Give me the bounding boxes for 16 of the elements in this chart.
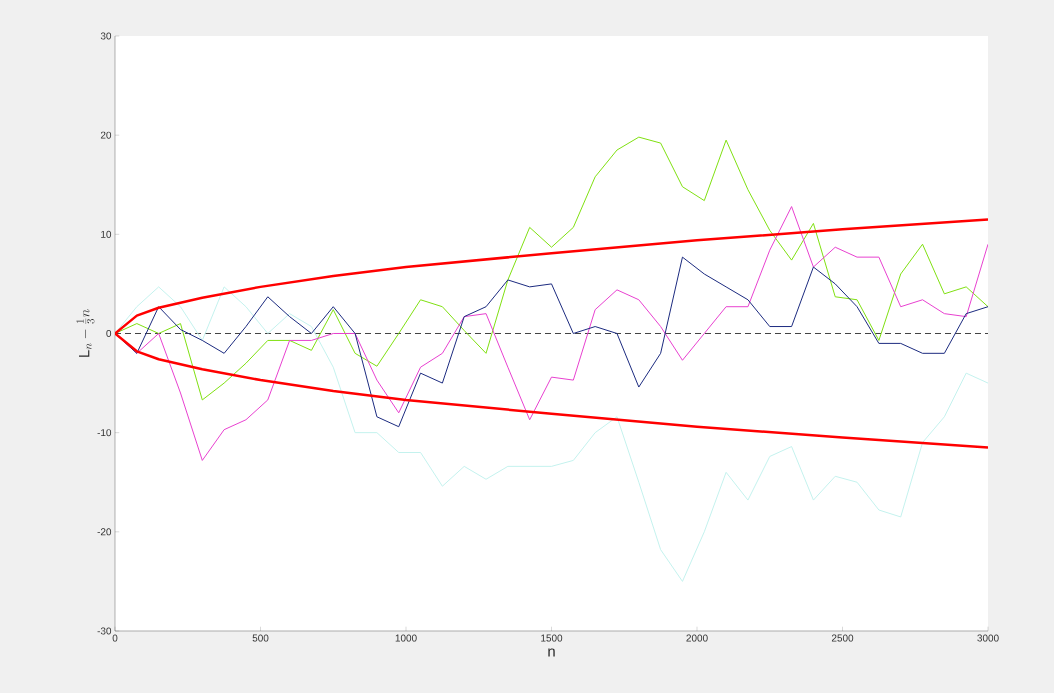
x-tick-label: 1500 bbox=[541, 634, 563, 642]
x-tick-label: 3000 bbox=[977, 634, 999, 642]
y-tick-label: -20 bbox=[97, 528, 112, 536]
x-tick-label: 1000 bbox=[395, 634, 417, 642]
x-tick-label: 2500 bbox=[831, 634, 854, 642]
x-tick-label: 0 bbox=[112, 634, 118, 642]
x-axis-title: n bbox=[548, 648, 555, 657]
y-tick-label: -10 bbox=[97, 429, 112, 437]
x-tick-label: 500 bbox=[252, 634, 269, 642]
y-axis-title: $\mathrm{L}_n-\frac{1}{3}n$ bbox=[76, 309, 95, 357]
y-tick-label: 30 bbox=[100, 32, 112, 40]
y-tick-label: 0 bbox=[106, 329, 112, 338]
y-tick-label: 20 bbox=[100, 131, 112, 139]
x-tick-label: 2000 bbox=[686, 634, 708, 642]
y-tick-label: 10 bbox=[101, 230, 112, 238]
y-tick-label: -30 bbox=[97, 627, 112, 635]
